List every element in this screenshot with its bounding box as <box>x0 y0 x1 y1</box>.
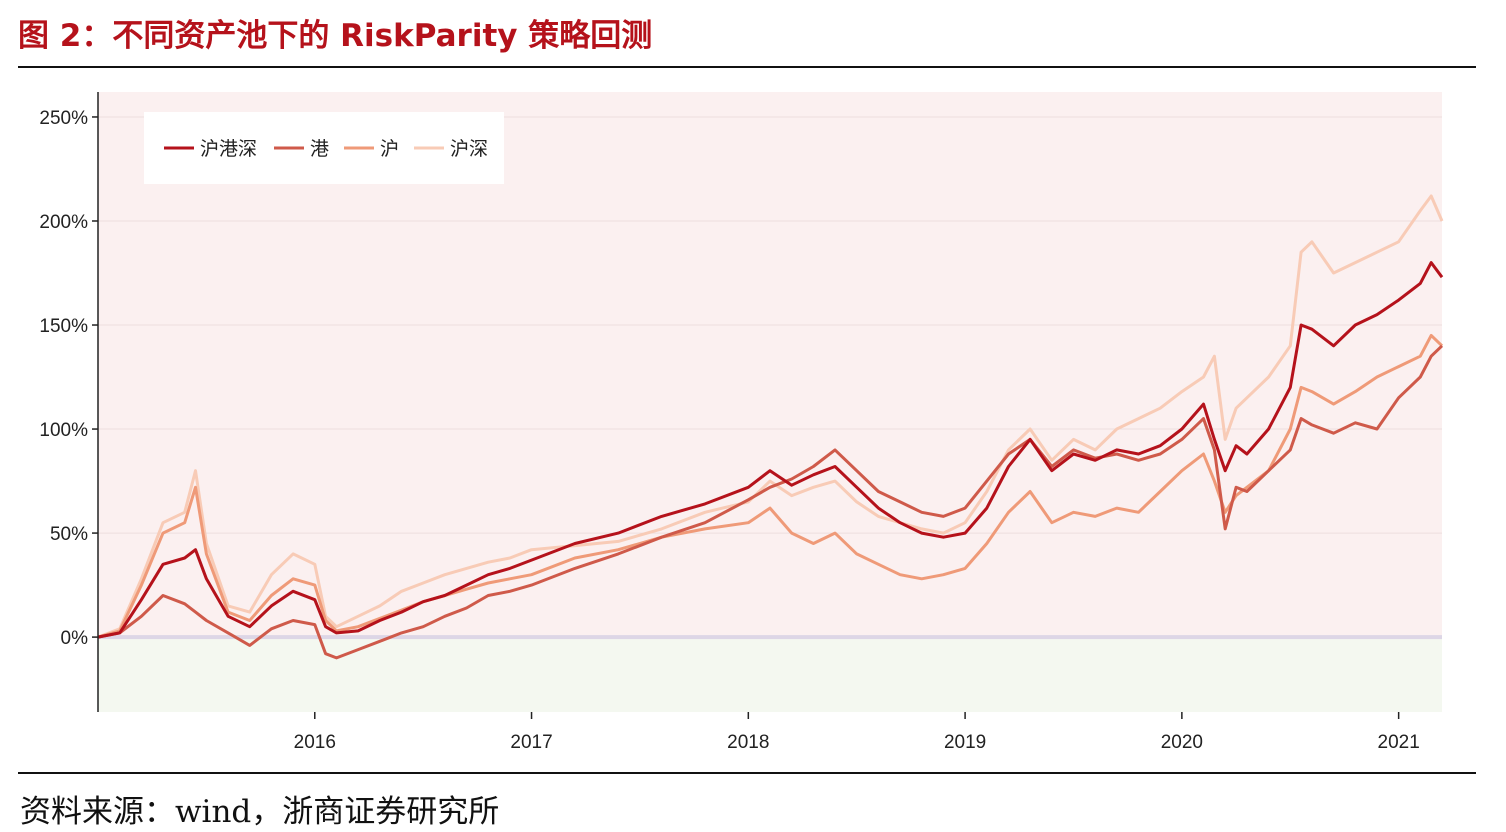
y-tick-label: 0% <box>61 628 89 649</box>
series-lines <box>97 194 1444 660</box>
y-tick-label: 100% <box>39 420 88 441</box>
series-line-1 <box>97 261 1444 639</box>
y-tick-label: 250% <box>39 108 88 129</box>
line-chart: 250% 200% 150% 100% 50% 0% 2016 2017 2018 2019 202… <box>39 92 1444 753</box>
legend-label-2: 港 <box>310 138 329 160</box>
legend-label-1: 沪港深 <box>200 138 257 160</box>
legend-label-4: 沪深 <box>450 138 488 160</box>
series-line-3 <box>97 333 1444 639</box>
series-line-2 <box>97 344 1444 660</box>
series-line-4 <box>97 194 1444 639</box>
x-tick-label: 2021 <box>1378 732 1420 753</box>
axes: 250% 200% 150% 100% 50% 0% 2016 2017 2018 2019 202… <box>39 92 1420 753</box>
y-tick-label: 50% <box>50 524 88 545</box>
grid-lines <box>98 116 1442 640</box>
footer-divider <box>18 772 1476 774</box>
y-tick-label: 150% <box>39 316 88 337</box>
y-tick-label: 200% <box>39 212 88 233</box>
legend-label-3: 沪 <box>380 138 399 160</box>
legend: 沪港深 港 沪 沪深 <box>144 112 504 184</box>
chart-title: 图 2：不同资产池下的 RiskParity 策略回测 <box>18 18 653 54</box>
x-tick-label: 2016 <box>294 732 336 753</box>
x-tick-label: 2018 <box>727 732 769 753</box>
source-note: 资料来源：wind，浙商证券研究所 <box>20 794 500 830</box>
title-divider <box>18 66 1476 68</box>
negative-region <box>98 637 1442 712</box>
x-tick-label: 2020 <box>1161 732 1203 753</box>
x-tick-label: 2017 <box>510 732 552 753</box>
x-tick-label: 2019 <box>944 732 986 753</box>
